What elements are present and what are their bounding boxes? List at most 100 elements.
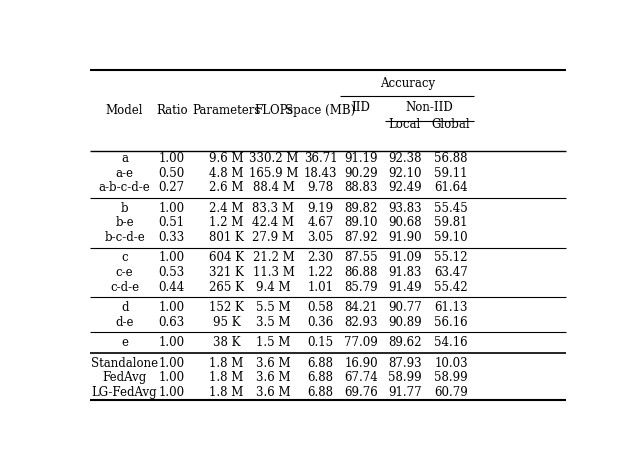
Text: 90.29: 90.29 (344, 166, 378, 180)
Text: 88.4 M: 88.4 M (253, 181, 294, 194)
Text: 2.4 M: 2.4 M (209, 201, 244, 215)
Text: 91.90: 91.90 (388, 231, 422, 244)
Text: 55.42: 55.42 (434, 281, 468, 294)
Text: 91.49: 91.49 (388, 281, 422, 294)
Text: 6.88: 6.88 (308, 386, 333, 399)
Text: 3.5 M: 3.5 M (256, 316, 291, 329)
Text: 152 K: 152 K (209, 301, 244, 314)
Text: 0.58: 0.58 (307, 301, 333, 314)
Text: 59.11: 59.11 (435, 166, 468, 180)
Text: 58.99: 58.99 (388, 371, 422, 384)
Text: c: c (122, 251, 128, 264)
Text: 91.77: 91.77 (388, 386, 422, 399)
Text: 60.79: 60.79 (434, 386, 468, 399)
Text: 0.51: 0.51 (159, 216, 185, 229)
Text: 87.55: 87.55 (344, 251, 378, 264)
Text: 9.6 M: 9.6 M (209, 152, 244, 165)
Text: 21.2 M: 21.2 M (253, 251, 294, 264)
Text: 91.09: 91.09 (388, 251, 422, 264)
Text: e: e (121, 336, 128, 349)
Text: 92.38: 92.38 (388, 152, 422, 165)
Text: b-c-d-e: b-c-d-e (104, 231, 145, 244)
Text: 90.89: 90.89 (388, 316, 422, 329)
Text: c-d-e: c-d-e (110, 281, 140, 294)
Text: 93.83: 93.83 (388, 201, 422, 215)
Text: 91.83: 91.83 (388, 266, 422, 279)
Text: 4.67: 4.67 (307, 216, 333, 229)
Text: 4.8 M: 4.8 M (209, 166, 244, 180)
Text: 90.68: 90.68 (388, 216, 422, 229)
Text: 27.9 M: 27.9 M (252, 231, 294, 244)
Text: IID: IID (352, 101, 371, 114)
Text: 0.15: 0.15 (307, 336, 333, 349)
Text: 9.19: 9.19 (307, 201, 333, 215)
Text: 321 K: 321 K (209, 266, 244, 279)
Text: 42.4 M: 42.4 M (252, 216, 294, 229)
Text: 55.45: 55.45 (434, 201, 468, 215)
Text: 91.19: 91.19 (344, 152, 378, 165)
Text: 1.22: 1.22 (308, 266, 333, 279)
Text: b: b (121, 201, 129, 215)
Text: 801 K: 801 K (209, 231, 244, 244)
Text: 1.00: 1.00 (159, 301, 185, 314)
Text: 9.78: 9.78 (307, 181, 333, 194)
Text: 6.88: 6.88 (308, 357, 333, 370)
Text: 0.44: 0.44 (159, 281, 185, 294)
Text: 85.79: 85.79 (344, 281, 378, 294)
Text: 5.5 M: 5.5 M (256, 301, 291, 314)
Text: 1.01: 1.01 (308, 281, 333, 294)
Text: 95 K: 95 K (212, 316, 240, 329)
Text: 92.49: 92.49 (388, 181, 422, 194)
Text: Model: Model (106, 104, 143, 117)
Text: d-e: d-e (115, 316, 134, 329)
Text: 36.71: 36.71 (304, 152, 337, 165)
Text: a: a (121, 152, 128, 165)
Text: 9.4 M: 9.4 M (256, 281, 291, 294)
Text: 165.9 M: 165.9 M (249, 166, 298, 180)
Text: 1.00: 1.00 (159, 336, 185, 349)
Text: 3.6 M: 3.6 M (256, 371, 291, 384)
Text: 2.6 M: 2.6 M (209, 181, 244, 194)
Text: Space (MB): Space (MB) (285, 104, 356, 117)
Text: 83.3 M: 83.3 M (252, 201, 294, 215)
Text: 3.6 M: 3.6 M (256, 357, 291, 370)
Text: FedAvg: FedAvg (102, 371, 147, 384)
Text: 265 K: 265 K (209, 281, 244, 294)
Text: 1.8 M: 1.8 M (209, 357, 243, 370)
Text: 3.05: 3.05 (307, 231, 333, 244)
Text: Ratio: Ratio (156, 104, 188, 117)
Text: 59.81: 59.81 (435, 216, 468, 229)
Text: 1.00: 1.00 (159, 251, 185, 264)
Text: 77.09: 77.09 (344, 336, 378, 349)
Text: 1.5 M: 1.5 M (256, 336, 291, 349)
Text: 1.00: 1.00 (159, 371, 185, 384)
Text: 87.93: 87.93 (388, 357, 422, 370)
Text: 54.16: 54.16 (434, 336, 468, 349)
Text: 82.93: 82.93 (344, 316, 378, 329)
Text: 61.13: 61.13 (435, 301, 468, 314)
Text: 330.2 M: 330.2 M (249, 152, 298, 165)
Text: d: d (121, 301, 129, 314)
Text: 90.77: 90.77 (388, 301, 422, 314)
Text: 11.3 M: 11.3 M (253, 266, 294, 279)
Text: 1.00: 1.00 (159, 201, 185, 215)
Text: Parameters: Parameters (192, 104, 260, 117)
Text: 63.47: 63.47 (434, 266, 468, 279)
Text: a-b-c-d-e: a-b-c-d-e (99, 181, 150, 194)
Text: 89.10: 89.10 (344, 216, 378, 229)
Text: LG-FedAvg: LG-FedAvg (92, 386, 157, 399)
Text: 1.8 M: 1.8 M (209, 371, 243, 384)
Text: 2.30: 2.30 (307, 251, 333, 264)
Text: 89.62: 89.62 (388, 336, 422, 349)
Text: 89.82: 89.82 (344, 201, 378, 215)
Text: Accuracy: Accuracy (380, 77, 435, 89)
Text: 92.10: 92.10 (388, 166, 422, 180)
Text: 0.50: 0.50 (159, 166, 185, 180)
Text: 3.6 M: 3.6 M (256, 386, 291, 399)
Text: 88.83: 88.83 (344, 181, 378, 194)
Text: Local: Local (388, 118, 421, 131)
Text: 0.33: 0.33 (159, 231, 185, 244)
Text: FLOPs: FLOPs (254, 104, 293, 117)
Text: 69.76: 69.76 (344, 386, 378, 399)
Text: Standalone: Standalone (91, 357, 158, 370)
